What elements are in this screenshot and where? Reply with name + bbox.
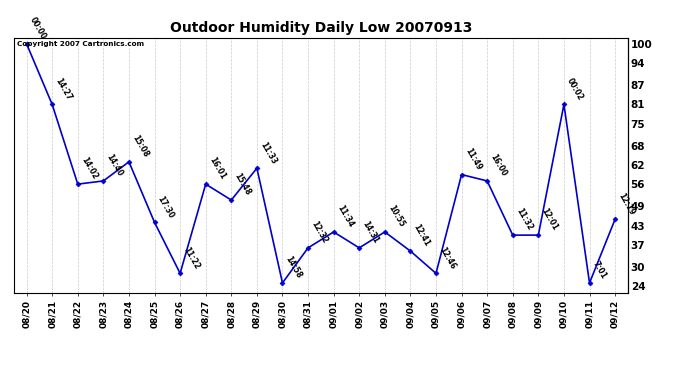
Text: 11:22: 11:22	[181, 245, 201, 271]
Text: 12:46: 12:46	[437, 245, 457, 271]
Text: 16:00: 16:00	[489, 153, 509, 178]
Text: 12:41: 12:41	[412, 223, 432, 248]
Text: 15:08: 15:08	[130, 134, 150, 159]
Text: 11:49: 11:49	[463, 146, 483, 172]
Text: 11:32: 11:32	[514, 207, 534, 232]
Text: 14:27: 14:27	[54, 76, 74, 102]
Text: 10:55: 10:55	[386, 204, 406, 229]
Text: 11:34: 11:34	[335, 204, 355, 229]
Text: Copyright 2007 Cartronics.com: Copyright 2007 Cartronics.com	[17, 41, 144, 47]
Text: 7:01: 7:01	[591, 259, 608, 280]
Text: 14:40: 14:40	[105, 153, 125, 178]
Text: 15:48: 15:48	[233, 172, 253, 197]
Text: 00:02: 00:02	[565, 76, 585, 102]
Text: 17:30: 17:30	[156, 194, 176, 220]
Text: 14:31: 14:31	[361, 220, 380, 245]
Text: 00:00: 00:00	[28, 16, 48, 41]
Text: 16:01: 16:01	[207, 156, 227, 182]
Text: 12:19: 12:19	[616, 191, 636, 216]
Title: Outdoor Humidity Daily Low 20070913: Outdoor Humidity Daily Low 20070913	[170, 21, 472, 35]
Text: 11:33: 11:33	[258, 140, 278, 165]
Text: 14:02: 14:02	[79, 156, 99, 182]
Text: 14:58: 14:58	[284, 255, 304, 280]
Text: 12:32: 12:32	[309, 220, 329, 245]
Text: 12:01: 12:01	[540, 207, 560, 232]
